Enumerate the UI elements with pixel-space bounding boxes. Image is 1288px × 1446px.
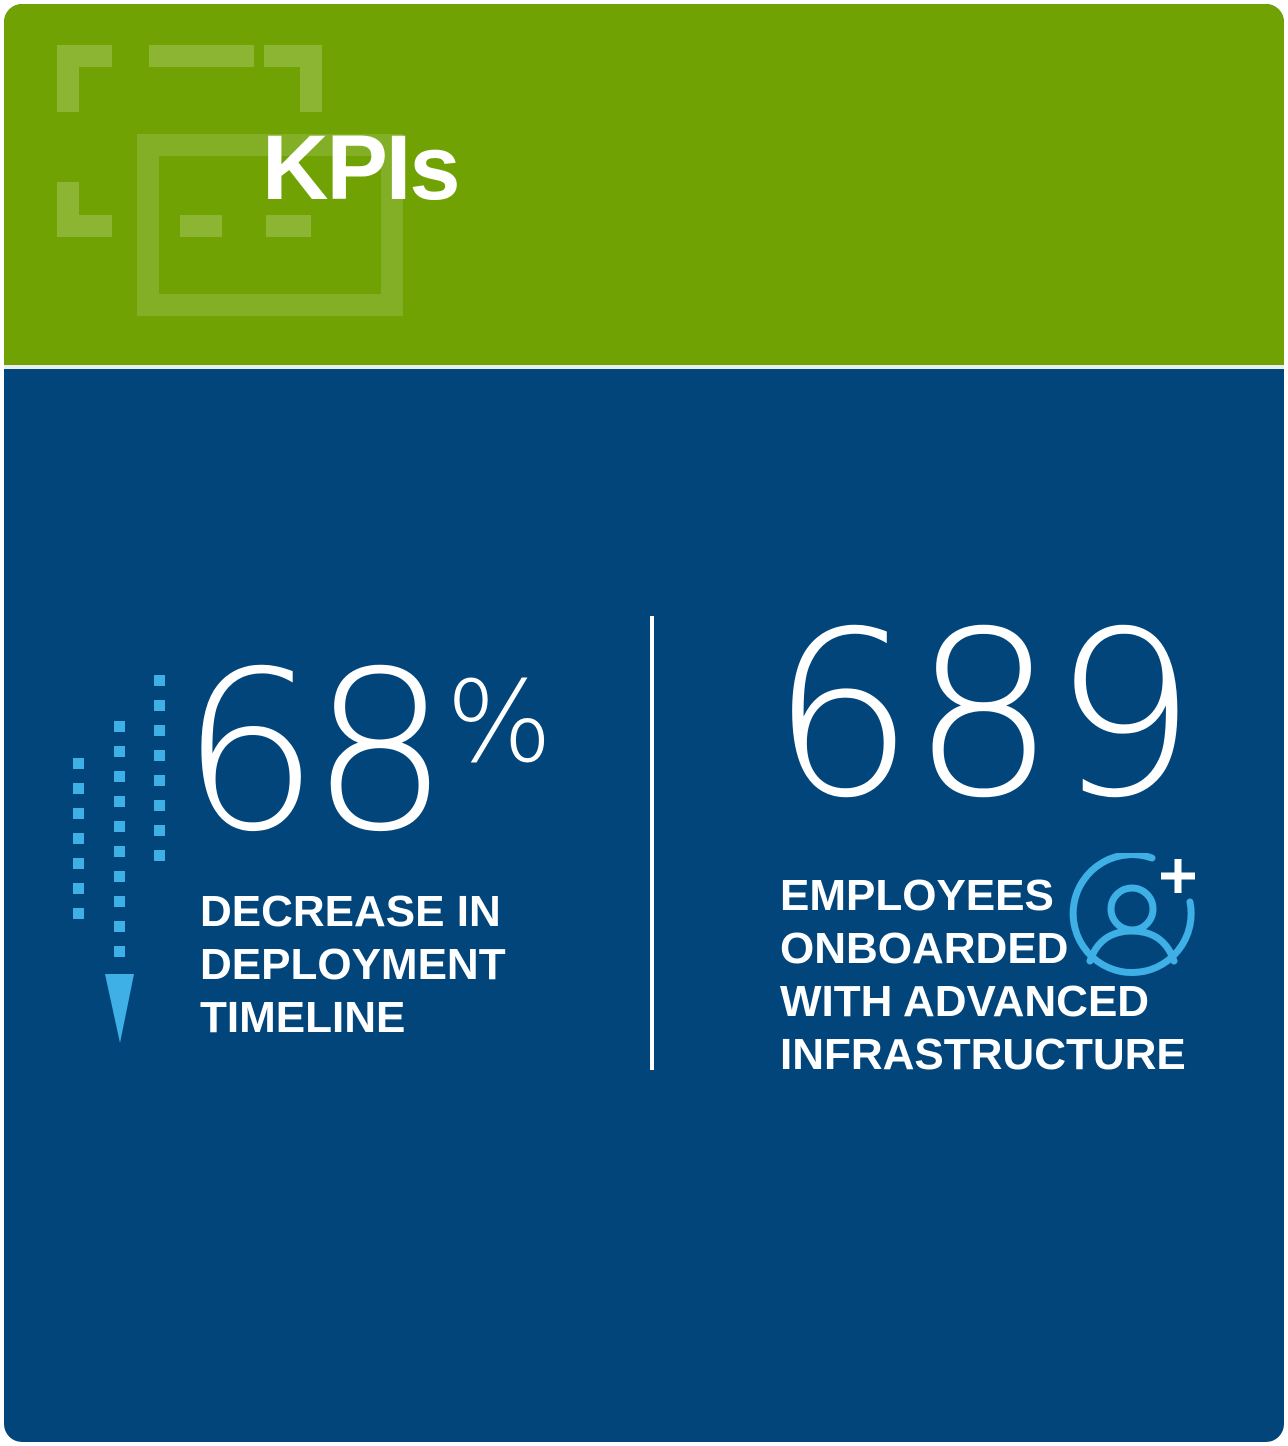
kpi-value-deployment: 68 [180,624,450,880]
kpi-unit-percent: % [446,658,553,788]
kpi-divider [650,616,654,1070]
kpi-label-deployment: DECREASE IN DEPLOYMENT TIMELINE [200,885,506,1044]
kpi-label-line: ONBOARDED [780,924,1069,973]
kpi-header: KPIs [4,4,1284,365]
header-divider [4,365,1284,369]
kpi-label-line: WITH ADVANCED [780,977,1150,1026]
dotted-down-arrow-icon [73,675,165,1043]
kpi-label-line: INFRASTRUCTURE [780,1030,1186,1079]
scan-frame-icon [57,45,403,316]
kpi-body: 68 % DECREASE IN DEPLOYMENT TIMELINE 689… [4,369,1284,1442]
kpi-label-line: TIMELINE [200,993,406,1042]
kpi-label-line: DECREASE IN [200,887,501,936]
page-title: KPIs [262,117,461,219]
kpi-value-employees: 689 [770,582,1197,848]
kpi-card: KPIs [4,4,1284,1442]
add-user-icon [1069,853,1195,976]
kpi-label-line: DEPLOYMENT [200,940,506,989]
kpi-label-employees: EMPLOYEES ONBOARDED WITH ADVANCED INFRAS… [780,869,1186,1081]
kpi-label-line: EMPLOYEES [780,871,1054,920]
